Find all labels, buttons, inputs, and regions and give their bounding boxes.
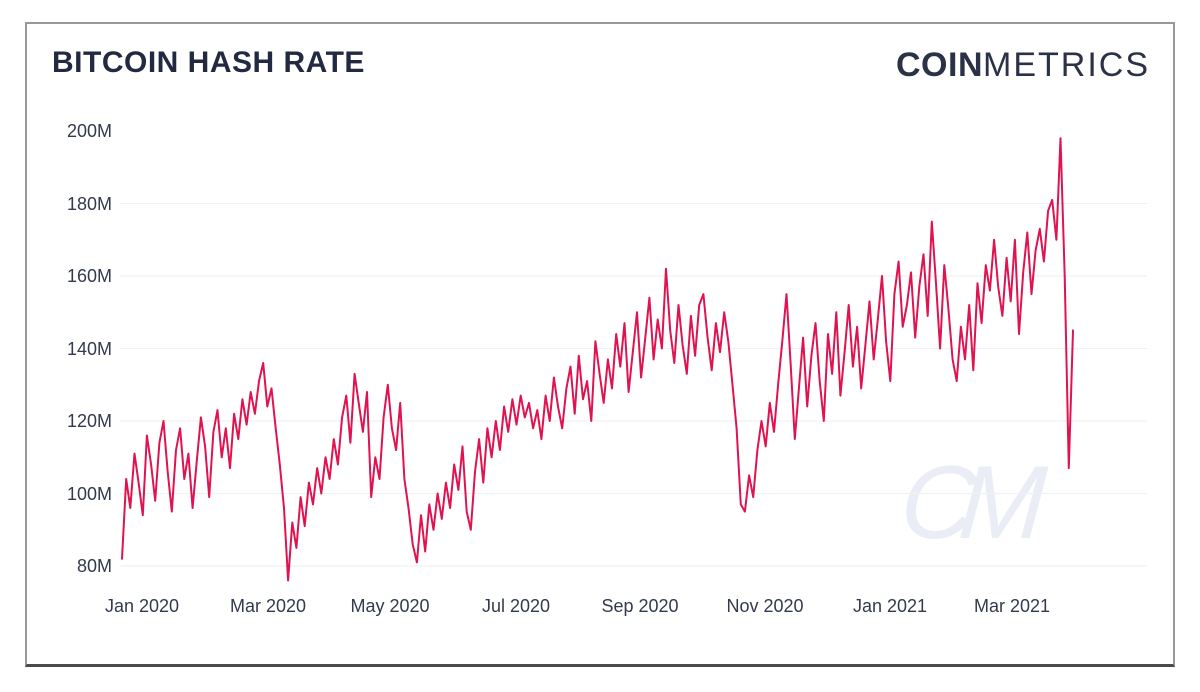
- y-tick-label: 200M: [66, 121, 112, 141]
- logo-text-coin: COIN: [896, 46, 983, 84]
- x-tick-label: Jan 2020: [104, 596, 180, 616]
- y-tick-label: 100M: [66, 483, 112, 504]
- x-tick-label: May 2020: [350, 596, 430, 616]
- y-tick-label: 160M: [66, 266, 112, 286]
- chart-title: BITCOIN HASH RATE: [52, 46, 365, 79]
- y-tick-label: 180M: [66, 193, 112, 214]
- x-tick-label: Mar 2020: [229, 596, 307, 616]
- y-tick-label: 120M: [66, 411, 112, 431]
- hash-rate-series-line: [121, 137, 1074, 582]
- hash-rate-line-chart: [120, 137, 1147, 582]
- logo-text-metrics: METRICS: [983, 46, 1150, 84]
- chart-card: BITCOIN HASH RATE COINMETRICS CM 200M 180…: [25, 22, 1175, 667]
- x-tick-label: Nov 2020: [726, 596, 804, 616]
- coinmetrics-logo: COINMETRICS: [896, 46, 1150, 85]
- y-tick-label: 140M: [66, 338, 112, 359]
- x-tick-label: Jan 2021: [852, 596, 928, 616]
- x-tick-label: Jul 2020: [481, 596, 551, 616]
- y-tick-label: 80M: [76, 556, 112, 576]
- x-tick-label: Mar 2021: [973, 596, 1051, 616]
- x-tick-label: Sep 2020: [601, 596, 679, 616]
